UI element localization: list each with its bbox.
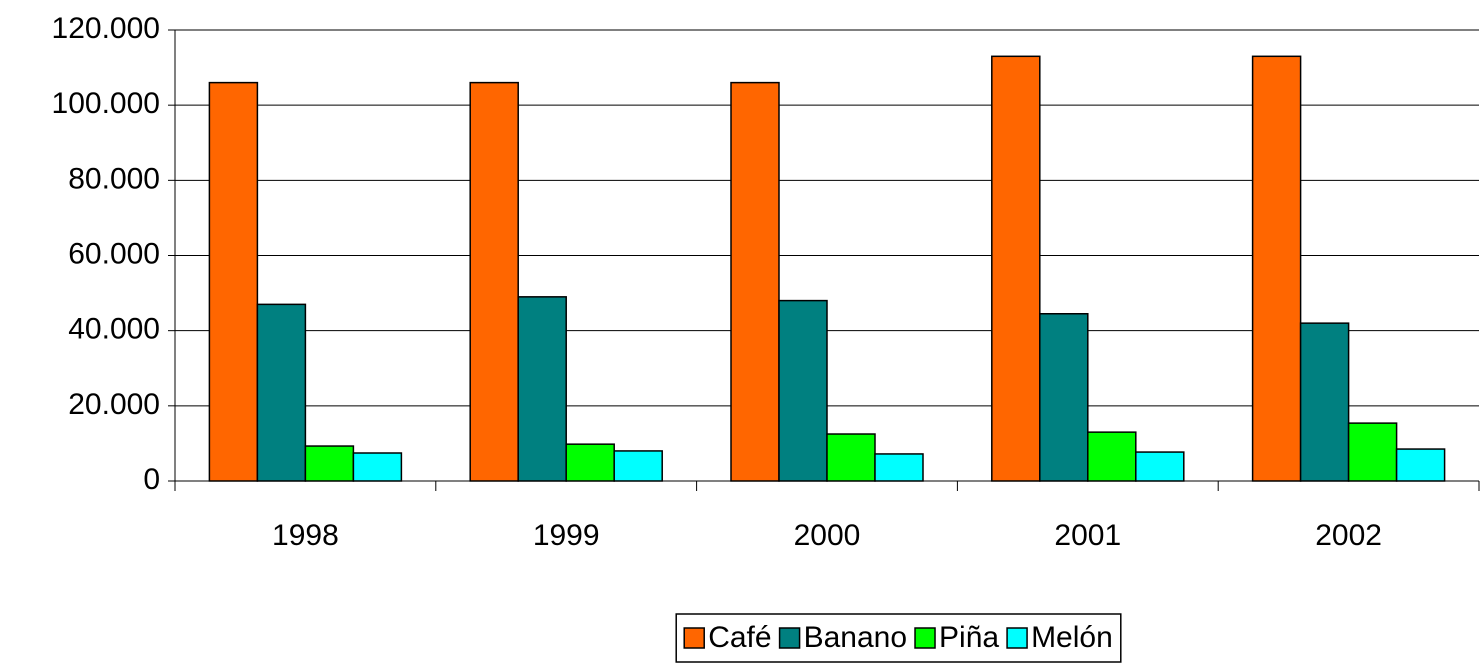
bar [613, 450, 663, 482]
bar [1087, 431, 1137, 482]
bar [1039, 313, 1089, 482]
x-tick-label: 2002 [1315, 519, 1382, 552]
y-tick-label: 40.000 [68, 313, 160, 346]
legend-swatch [683, 627, 705, 649]
legend-swatch [1006, 627, 1028, 649]
y-tick-label: 120.000 [52, 12, 160, 45]
bar [1395, 448, 1446, 482]
bar [1299, 322, 1350, 482]
legend-swatch [914, 627, 936, 649]
legend-label: Melón [1031, 621, 1113, 654]
y-tick-label: 0 [143, 463, 160, 496]
legend-label: Banano [804, 621, 907, 654]
bar [304, 445, 355, 482]
x-tick-label: 2000 [794, 519, 861, 552]
y-tick-label: 60.000 [68, 237, 160, 270]
x-tick-label: 2001 [1054, 519, 1121, 552]
legend-swatch [778, 627, 801, 649]
bar [778, 299, 828, 482]
bar [826, 433, 876, 482]
bar [208, 81, 259, 482]
y-tick-label: 80.000 [68, 162, 160, 195]
bar [565, 443, 615, 482]
bar [517, 296, 567, 482]
x-tick-label: 1999 [533, 519, 600, 552]
bar [730, 81, 780, 482]
bar [352, 452, 403, 482]
bar [1347, 422, 1398, 482]
bar [469, 81, 519, 482]
legend-label: Piña [939, 621, 999, 654]
legend-box [675, 613, 1122, 663]
y-tick-label: 100.000 [52, 87, 160, 120]
bar [1135, 451, 1185, 482]
bar [256, 303, 307, 482]
bar [991, 55, 1041, 482]
bar [1251, 55, 1302, 482]
x-tick-label: 1998 [272, 519, 339, 552]
legend-label: Café [708, 621, 771, 654]
y-tick-label: 20.000 [68, 388, 160, 421]
bar [874, 453, 924, 482]
